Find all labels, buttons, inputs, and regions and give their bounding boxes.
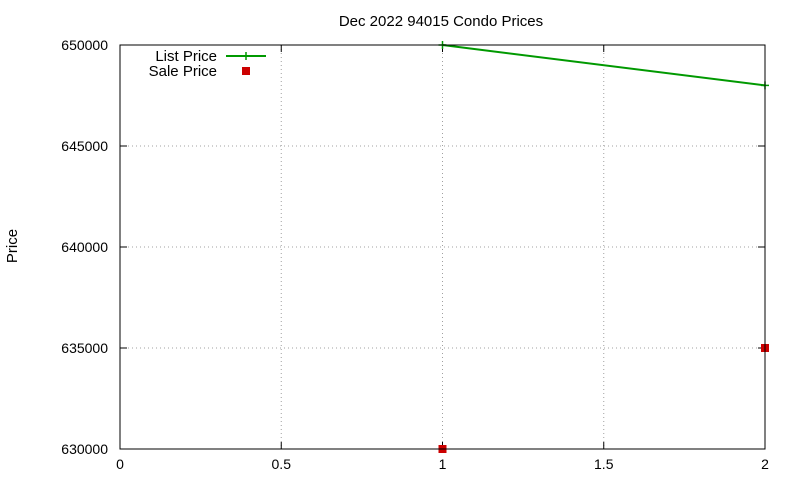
x-tick-label: 1 [439, 456, 447, 472]
x-axis-tick-labels: 0 0.5 1 1.5 2 [116, 456, 769, 472]
y-tick-label: 640000 [61, 239, 108, 255]
series-line-list-price [442, 44, 766, 87]
legend-label-sale-price: Sale Price [149, 63, 217, 80]
x-tick-label: 1.5 [594, 456, 614, 472]
y-tick-label: 645000 [61, 138, 108, 154]
y-axis-tick-labels: 630000 635000 640000 645000 650000 [61, 37, 108, 457]
legend-label-list-price: List Price [155, 48, 217, 65]
x-tick-label: 0 [116, 456, 124, 472]
x-tick-label: 2 [761, 456, 769, 472]
chart-title: Dec 2022 94015 Condo Prices [339, 13, 543, 30]
y-tick-label: 635000 [61, 340, 108, 356]
y-axis-label: Price [4, 229, 21, 263]
y-tick-label: 630000 [61, 441, 108, 457]
legend-marker-sale-price [242, 67, 250, 75]
plot-frame [119, 44, 766, 450]
x-tick-label: 0.5 [272, 456, 292, 472]
legend-marker-list-price [242, 52, 250, 60]
grid [120, 45, 765, 449]
y-tick-label: 650000 [61, 37, 108, 53]
